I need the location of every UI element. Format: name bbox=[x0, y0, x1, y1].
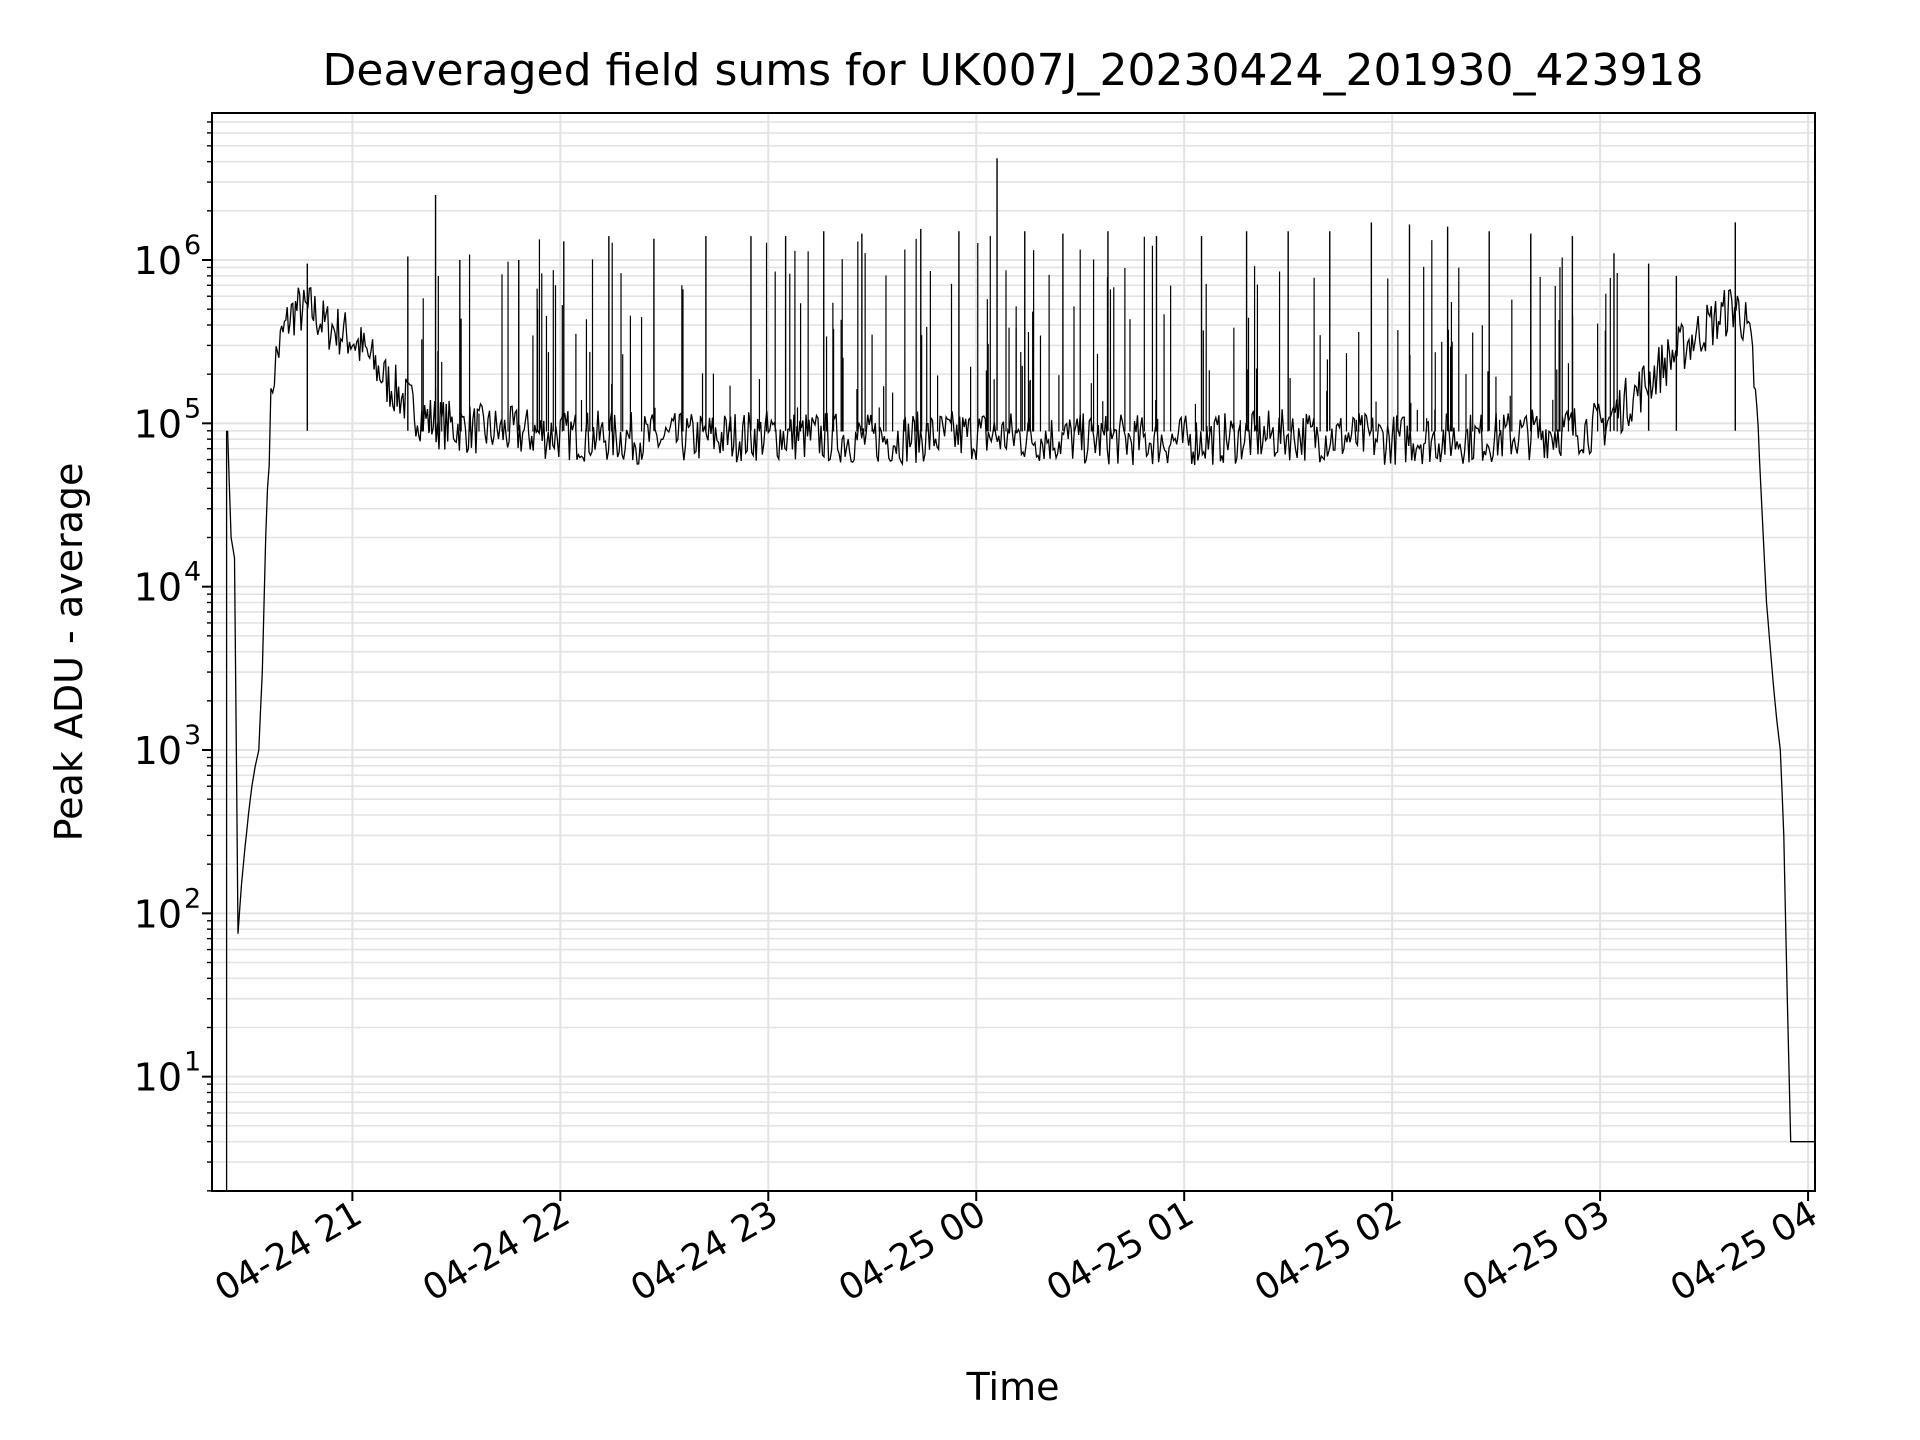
y-tick-label-base: 10 bbox=[134, 892, 182, 936]
y-tick-label: 10 3 bbox=[134, 720, 202, 773]
plot-area bbox=[225, 158, 1815, 1191]
y-tick-label: 10 2 bbox=[134, 883, 202, 936]
y-tick-label-base: 10 bbox=[134, 402, 182, 446]
y-axis-label: Peak ADU - average bbox=[47, 463, 91, 842]
y-tick-label-exponent: 4 bbox=[184, 557, 201, 588]
y-tick-label: 10 1 bbox=[134, 1047, 202, 1100]
y-tick-label-exponent: 1 bbox=[184, 1047, 201, 1078]
y-tick-label-exponent: 5 bbox=[184, 393, 201, 424]
y-tick-label: 10 5 bbox=[134, 393, 202, 446]
x-axis-label: Time bbox=[966, 1365, 1060, 1409]
y-tick-label: 10 4 bbox=[134, 557, 202, 610]
y-tick-label-exponent: 6 bbox=[184, 230, 201, 261]
y-tick-label-exponent: 3 bbox=[184, 720, 201, 751]
y-tick-label-base: 10 bbox=[134, 1056, 182, 1100]
y-tick-label: 10 6 bbox=[134, 230, 202, 283]
y-tick-label-base: 10 bbox=[134, 239, 182, 283]
y-tick-label-exponent: 2 bbox=[184, 883, 201, 914]
grid-lines bbox=[212, 113, 1815, 1192]
series-line bbox=[226, 286, 1815, 1143]
y-tick-label-base: 10 bbox=[134, 566, 182, 610]
chart-title: Deaveraged field sums for UK007J_2023042… bbox=[323, 45, 1704, 96]
y-tick-label-base: 10 bbox=[134, 729, 182, 773]
